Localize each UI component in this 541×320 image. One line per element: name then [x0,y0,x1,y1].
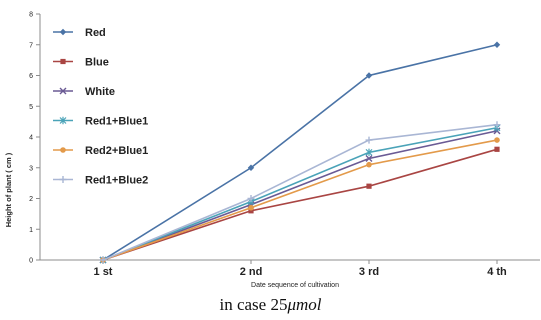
legend-item: Red1+Blue1 [53,116,148,128]
series-line [102,148,498,261]
legend-label: White [85,86,115,98]
y-tick-label: 5 [29,104,33,111]
chart-legend: Red Blue White Red1+Blue1 Red2+Blue1 Red1+Blu… [53,27,148,187]
y-axis-title: Height of plant ( cm ) [4,152,13,227]
series-line [102,123,498,261]
legend-item: Red [53,27,106,39]
series-red [99,41,501,264]
y-tick-label: 7 [29,42,33,49]
data-point-marker [99,256,107,264]
legend-item: Blue [53,57,109,69]
chart-series-lines [99,41,501,264]
chart-caption: in case 25μmol [0,295,541,315]
data-point-marker [59,87,67,95]
data-point-marker [365,155,373,163]
data-point-marker [248,204,254,211]
data-point-marker [247,164,255,171]
chart-axes: 0 1 2 3 4 5 6 7 8 1 st 2 nd 3 rd 4 th Date sequence o… [4,12,540,289]
legend-label: Blue [85,57,109,69]
x-tick-label: 4 th [487,266,507,278]
series-line [102,139,498,261]
series-line [102,43,498,261]
series-blue [100,146,500,263]
line-chart: 0 1 2 3 4 5 6 7 8 1 st 2 nd 3 rd 4 th Date sequence o… [4,12,540,289]
data-point-marker [494,146,500,152]
data-point-marker [493,41,501,48]
legend-label: Red1+Blue1 [85,116,148,128]
caption-prefix: in case 25 [219,295,288,314]
data-point-marker [365,136,373,144]
y-tick-label: 4 [29,135,33,142]
data-point-marker [365,148,373,157]
x-axis-title: Date sequence of cultivation [251,282,339,289]
data-point-marker [365,72,373,79]
legend-item: Red1+Blue2 [53,175,148,187]
x-tick-label: 2 nd [240,266,263,278]
data-point-marker [60,58,66,65]
legend-label: Red1+Blue2 [85,175,148,187]
legend-item: White [53,86,115,98]
y-tick-label: 6 [29,73,33,80]
series-white [99,127,501,264]
y-tick-label: 3 [29,165,33,172]
y-tick-label: 0 [29,258,33,265]
data-point-marker [60,147,66,153]
y-tick-label: 8 [29,12,33,19]
data-point-marker [494,137,500,143]
series-line [102,130,498,261]
data-point-marker [59,176,67,183]
data-point-marker [59,28,67,36]
caption-unit: μmol [287,295,322,314]
data-point-marker [59,116,67,125]
data-point-marker [366,183,372,189]
data-point-marker [366,161,372,168]
x-tick-label: 1 st [94,266,113,278]
series-red1-blue2 [99,121,501,264]
y-tick-label: 2 [29,196,33,203]
data-point-marker [493,121,501,129]
legend-item: Red2+Blue1 [53,145,148,157]
legend-label: Red2+Blue1 [85,145,148,157]
y-tick-label: 1 [29,227,33,234]
data-point-marker [247,195,255,202]
legend-label: Red [85,27,106,39]
series-red1-blue1 [99,123,501,264]
x-tick-label: 3 rd [359,266,379,278]
data-point-marker [248,208,254,214]
series-line [102,126,498,261]
